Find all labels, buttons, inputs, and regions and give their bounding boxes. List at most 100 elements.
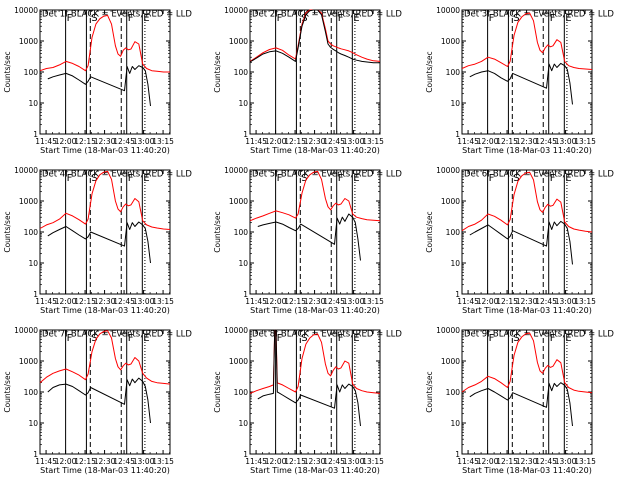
- y-axis-title: Counts/sec: [3, 211, 12, 252]
- y-tick-label: 10000: [14, 166, 38, 175]
- lightcurve-series-red: [461, 12, 593, 70]
- x-tick-label: 13:15: [362, 457, 384, 466]
- y-tick-label: 100: [234, 388, 249, 397]
- x-axis-title: Start Time (18-Mar-03 11:40:20): [462, 466, 592, 475]
- lightcurve-series-black: [47, 221, 151, 264]
- x-tick-label: 12:15: [74, 297, 96, 306]
- time-marker-label: S: [513, 173, 519, 184]
- y-axis-title: Counts/sec: [213, 371, 222, 412]
- y-axis-title: Counts/sec: [3, 51, 12, 92]
- x-tick-label: 12:45: [113, 297, 135, 306]
- y-tick-label: 10000: [14, 6, 38, 15]
- y-tick-label: 10: [28, 99, 38, 108]
- time-marker-label: F: [67, 13, 73, 24]
- plot-frame: [249, 329, 381, 455]
- x-tick-label: 12:45: [113, 457, 135, 466]
- lightcurve-series-black: [469, 382, 573, 427]
- panel-title: Det 6f BLACK = Events, RED = LLD: [464, 170, 614, 180]
- y-tick-label: 1000: [441, 37, 460, 46]
- x-tick-label: 12:00: [477, 457, 499, 466]
- lightcurve-series-red: [249, 9, 381, 62]
- panel-title: Det 2f BLACK = Events, RED = LLD: [252, 10, 402, 20]
- lightcurve-series-black: [257, 329, 361, 427]
- x-tick-label: 12:15: [74, 137, 96, 146]
- time-marker-label: F: [550, 333, 556, 344]
- x-tick-label: 12:45: [323, 457, 345, 466]
- time-marker-label: F: [277, 333, 283, 344]
- time-marker-label: E: [565, 173, 571, 184]
- x-tick-label: 11:45: [457, 137, 479, 146]
- time-marker-label: S: [91, 13, 97, 24]
- time-marker-label: E: [143, 333, 149, 344]
- time-marker-label: F: [67, 333, 73, 344]
- time-marker-label: F: [489, 173, 495, 184]
- plot-frame: [39, 9, 171, 135]
- x-tick-label: 11:45: [457, 457, 479, 466]
- x-axis-title: Start Time (18-Mar-03 11:40:20): [40, 146, 170, 155]
- lightcurve-series-red: [39, 170, 171, 230]
- plot-frame: [249, 169, 381, 295]
- x-tick-label: 13:00: [343, 137, 365, 146]
- y-axis-title: Counts/sec: [425, 211, 434, 252]
- x-tick-label: 12:00: [265, 297, 287, 306]
- time-marker-label: F: [277, 13, 283, 24]
- time-marker-label: F: [338, 173, 344, 184]
- plot-frame: [39, 169, 171, 295]
- y-tick-label: 1000: [441, 197, 460, 206]
- x-tick-label: 12:30: [94, 137, 116, 146]
- detector-panel-7: Det 7f BLACK = Events, RED = LLD 1 10 100 10…: [3, 326, 192, 475]
- y-tick-label: 1000: [19, 37, 38, 46]
- y-tick-label: 10: [450, 419, 460, 428]
- x-tick-label: 12:15: [284, 457, 306, 466]
- x-tick-label: 12:45: [323, 297, 345, 306]
- y-tick-label: 100: [446, 228, 461, 237]
- y-tick-label: 1000: [229, 37, 248, 46]
- time-marker-label: F: [128, 333, 134, 344]
- x-tick-label: 13:00: [555, 137, 577, 146]
- panel-title: Det 9f BLACK = Events, RED = LLD: [464, 330, 614, 340]
- x-tick-label: 11:45: [457, 297, 479, 306]
- y-tick-label: 10000: [436, 166, 460, 175]
- detector-panel-6: Det 6f BLACK = Events, RED = LLD 1 10 100 10…: [425, 166, 614, 315]
- lightcurve-series-black: [249, 9, 380, 64]
- time-marker-label: F: [489, 333, 495, 344]
- x-tick-label: 12:45: [535, 457, 557, 466]
- time-marker-label: E: [565, 333, 571, 344]
- x-tick-label: 13:15: [152, 297, 174, 306]
- x-tick-label: 12:15: [74, 457, 96, 466]
- y-tick-label: 1: [243, 130, 248, 139]
- panel-title: Det 5f BLACK = Events, RED = LLD: [252, 170, 402, 180]
- y-tick-label: 100: [24, 228, 39, 237]
- lightcurve-series-black: [469, 220, 573, 265]
- y-tick-label: 10000: [436, 326, 460, 335]
- x-tick-label: 11:45: [245, 137, 267, 146]
- x-tick-label: 12:30: [516, 457, 538, 466]
- x-axis-title: Start Time (18-Mar-03 11:40:20): [250, 466, 380, 475]
- x-tick-label: 13:00: [133, 457, 155, 466]
- detector-panel-3: Det 3f BLACK = Events, RED = LLD 1 10 100 10…: [425, 6, 614, 155]
- time-marker-label: S: [91, 173, 97, 184]
- time-marker-label: S: [301, 333, 307, 344]
- lightcurve-series-black: [47, 377, 151, 424]
- y-tick-label: 10000: [14, 326, 38, 335]
- time-marker-label: S: [513, 333, 519, 344]
- x-tick-label: 12:45: [113, 137, 135, 146]
- x-tick-label: 11:45: [245, 457, 267, 466]
- detector-panel-9: Det 9f BLACK = Events, RED = LLD 1 10 100 10…: [425, 326, 614, 475]
- y-tick-label: 100: [234, 68, 249, 77]
- plot-frame: [39, 329, 171, 455]
- time-marker-label: E: [143, 173, 149, 184]
- x-tick-label: 12:00: [55, 457, 77, 466]
- x-tick-label: 12:45: [535, 137, 557, 146]
- x-axis-title: Start Time (18-Mar-03 11:40:20): [462, 306, 592, 315]
- panel-title: Det 3f BLACK = Events, RED = LLD: [464, 10, 614, 20]
- y-tick-label: 1000: [19, 357, 38, 366]
- panel-title: Det 7f BLACK = Events, RED = LLD: [42, 330, 192, 340]
- lightcurve-series-black: [47, 65, 151, 107]
- y-tick-label: 100: [24, 68, 39, 77]
- y-tick-label: 1: [455, 290, 460, 299]
- detector-panel-2: Det 2f BLACK = Events, RED = LLD 1 10 100 10…: [213, 6, 402, 155]
- time-marker-label: S: [513, 13, 519, 24]
- y-tick-label: 1: [243, 290, 248, 299]
- x-tick-label: 12:30: [516, 137, 538, 146]
